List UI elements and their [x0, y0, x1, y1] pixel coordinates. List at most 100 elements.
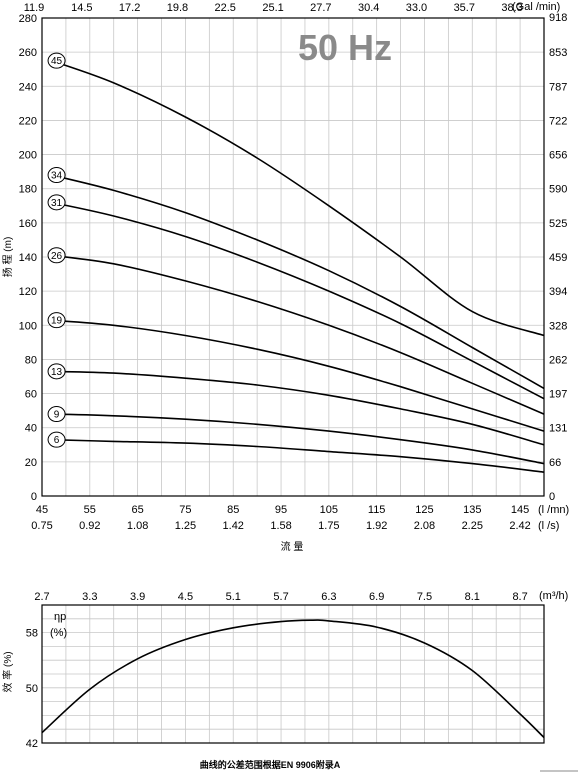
head-x-tick-label: 135: [463, 504, 481, 516]
efficiency-y-ticks: 58 50 42: [26, 628, 38, 750]
head-x-tick-label: 95: [275, 504, 287, 516]
head-y-axis-label: 扬 程 (m): [1, 237, 14, 278]
head-chart: 45 34 31 26 19 13 9 6 0 20 40 60 80 100 120 140 160 180 2…: [1, 1, 569, 553]
head-x-ticks-m3h: 45 55 65 75 85 95 105 115 125 135 145: [36, 504, 529, 516]
curve-badge-label-34: 34: [51, 171, 63, 182]
head-top-tick-label: 35.7: [454, 2, 475, 14]
head-y-tick-label: 200: [19, 150, 37, 162]
head-right-tick-label: 787: [549, 81, 567, 93]
head-right-tick-label: 262: [549, 354, 567, 366]
efficiency-x-tick-label: 4.5: [178, 591, 193, 603]
head-x-tick-label-ls: 1.75: [318, 520, 339, 532]
curve-badge-6: [47, 431, 66, 448]
head-y-tick-label: 40: [25, 423, 37, 435]
head-y-tick-label: 0: [31, 491, 37, 503]
head-top-tick-label: 25.1: [262, 2, 283, 14]
head-x-tick-label-ls: 2.42: [509, 520, 530, 532]
head-top-ticks: 11.9 14.5 17.2 19.8 22.5 25.1 27.7 30.4 33.0 35.7…: [24, 2, 523, 14]
head-x-tick-label: 125: [415, 504, 433, 516]
efficiency-x-ticks: 2.7 3.3 3.9 4.5 5.1 5.7 6.3 6.9 7.5 8.1 8.7: [34, 591, 527, 603]
efficiency-x-tick-label: 2.7: [34, 591, 49, 603]
head-curve-31: [51, 201, 545, 400]
head-x-tick-label-ls: 1.92: [366, 520, 387, 532]
efficiency-x-tick-label: 5.1: [226, 591, 241, 603]
head-x-axis-label: 流 量: [281, 540, 304, 553]
curve-badge-31: [47, 194, 66, 211]
efficiency-x-tick-label: 3.3: [82, 591, 97, 603]
curve-badge-label-45: 45: [51, 56, 63, 67]
head-top-tick-label: 22.5: [215, 2, 236, 14]
efficiency-x-tick-label: 6.3: [321, 591, 336, 603]
curve-badge-26: [47, 247, 66, 264]
head-y-tick-label: 20: [25, 457, 37, 469]
curve-badge-label-9: 9: [54, 410, 60, 421]
curve-badge-34: [47, 167, 66, 184]
curve-badge-label-6: 6: [54, 435, 60, 446]
head-x-tick-label: 105: [320, 504, 338, 516]
frequency-title: 50 Hz: [298, 27, 392, 68]
efficiency-x-tick-label: 7.5: [417, 591, 432, 603]
head-right-tick-label: 0: [549, 491, 555, 503]
head-chart-frame: [41, 17, 545, 497]
head-x-tick-label-ls: 1.08: [127, 520, 148, 532]
head-curve-6: [51, 438, 545, 473]
head-right-tick-label: 197: [549, 389, 567, 401]
head-x-tick-label-ls: 2.08: [414, 520, 435, 532]
efficiency-curve: [41, 619, 545, 739]
curve-badge-label-31: 31: [51, 198, 63, 209]
head-top-tick-label: 38.3: [501, 2, 522, 14]
head-curve-45: [51, 59, 545, 337]
head-y-tick-label: 240: [19, 81, 37, 93]
head-x-tick-label: 65: [131, 504, 143, 516]
head-y-tick-label: 260: [19, 47, 37, 59]
head-right-tick-label: 656: [549, 150, 567, 162]
head-curve-34: [51, 174, 545, 390]
efficiency-y-axis-label: 效 率 (%): [1, 651, 14, 692]
efficiency-y-tick-label: 58: [26, 628, 38, 640]
curve-badge-45: [47, 52, 66, 69]
head-right-tick-label: 328: [549, 320, 567, 332]
curve-badge-label-19: 19: [51, 316, 63, 327]
head-x-tick-label-ls: 0.75: [31, 520, 52, 532]
x-unit-m3h: (l /mn): [538, 504, 569, 516]
head-y-ticks: 0 20 40 60 80 100 120 140 160 180 200 220 240 260 280: [19, 13, 37, 503]
head-top-tick-label: 19.8: [167, 2, 188, 14]
head-right-tick-label: 131: [549, 423, 567, 435]
head-x-tick-label-ls: 1.42: [223, 520, 244, 532]
curve-badge-label-26: 26: [51, 251, 63, 262]
efficiency-grid: [41, 604, 545, 744]
head-top-tick-label: 27.7: [310, 2, 331, 14]
head-top-tick-label: 11.9: [24, 2, 45, 14]
curve-badge-13: [47, 363, 66, 380]
head-top-tick-label: 14.5: [71, 2, 92, 14]
head-right-tick-label: 722: [549, 115, 567, 127]
efficiency-curves: [41, 619, 545, 739]
head-y-tick-label: 80: [25, 354, 37, 366]
curve-badge-9: [47, 406, 66, 423]
head-x-tick-label: 115: [368, 504, 386, 516]
head-top-tick-label: 17.2: [119, 2, 140, 14]
head-curve-26: [51, 254, 545, 415]
efficiency-series-label: ηp: [54, 611, 66, 623]
head-top-tick-label: 30.4: [358, 2, 379, 14]
head-x-ticks-ls: 0.75 0.92 1.08 1.25 1.42 1.58 1.75 1.92 2.08 2.25…: [31, 520, 531, 532]
efficiency-x-tick-label: 5.7: [273, 591, 288, 603]
head-y-tick-label: 180: [19, 184, 37, 196]
head-top-tick-label: 33.0: [406, 2, 427, 14]
head-x-tick-label: 145: [511, 504, 529, 516]
head-y-tick-label: 220: [19, 115, 37, 127]
efficiency-y-tick-label: 50: [26, 683, 38, 695]
head-grid: [41, 17, 545, 497]
head-y-tick-label: 140: [19, 252, 37, 264]
head-x-tick-label-ls: 2.25: [462, 520, 483, 532]
head-x-tick-label: 85: [227, 504, 239, 516]
footer-note: 曲线的公差范围根据EN 9906附录A: [200, 759, 341, 770]
head-x-tick-label-ls: 1.25: [175, 520, 196, 532]
curve-badge-label-13: 13: [51, 367, 63, 378]
efficiency-y-tick-label: 42: [26, 738, 38, 750]
head-curve-9: [51, 413, 545, 465]
efficiency-chart: 58 50 42 2.7 3.3 3.9 4.5 5.1 5.7 6.3 6.9 7.5 8.1 8.7…: [1, 590, 568, 750]
head-curves: [51, 59, 545, 473]
efficiency-x-tick-label: 6.9: [369, 591, 384, 603]
